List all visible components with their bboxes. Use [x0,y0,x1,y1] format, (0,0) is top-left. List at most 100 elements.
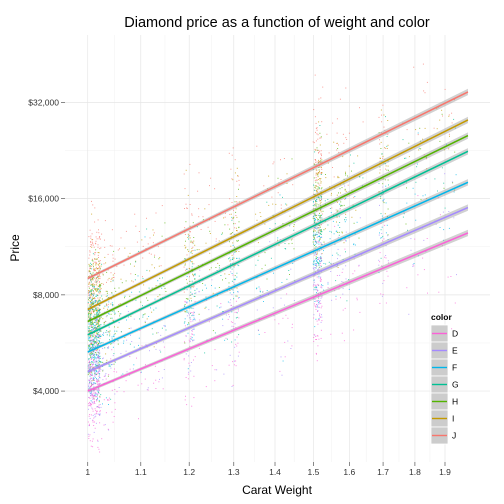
data-point [318,227,320,228]
data-point [94,389,96,391]
data-point [320,157,322,159]
data-point [228,364,230,366]
data-point [348,288,350,290]
data-point [339,274,341,276]
data-point [316,292,317,294]
data-point [229,354,231,356]
data-point [89,393,91,395]
data-point [103,283,104,285]
data-point [192,340,194,342]
data-point [96,307,98,309]
data-point [162,297,163,299]
data-point [214,349,216,351]
data-point [317,290,318,292]
data-point [315,127,317,129]
data-point [341,332,343,334]
data-point [97,309,99,311]
data-point [91,385,93,387]
data-point [313,177,315,179]
data-point [184,300,186,302]
data-point [108,277,110,279]
data-point [316,253,317,255]
data-point [315,179,317,181]
data-point [96,371,98,373]
data-point [278,323,280,325]
data-point [111,277,113,279]
data-point [235,211,237,213]
data-point [153,346,155,348]
data-point [95,350,97,352]
data-point [98,353,100,355]
data-point [107,303,109,305]
data-point [342,259,344,261]
data-point [184,305,186,307]
data-point [439,140,441,142]
data-point [387,235,389,237]
data-point [316,164,318,166]
data-point [354,253,356,255]
data-point [339,208,341,210]
data-point [348,165,350,167]
data-point [317,270,319,272]
data-point [319,203,321,205]
data-point [427,292,428,294]
data-point [313,314,315,316]
data-point [95,364,97,366]
data-point [98,286,100,287]
data-point [93,391,95,393]
data-point [90,352,92,354]
data-point [313,198,315,200]
data-point [228,258,230,260]
fit-line-F [87,134,469,323]
data-point [289,225,291,227]
data-point [453,217,455,219]
data-point [336,210,338,212]
data-point [341,271,343,273]
data-point [426,168,428,170]
data-point [320,297,322,299]
data-point [97,356,99,358]
data-point [313,236,315,238]
data-point [89,386,91,388]
data-point [93,389,95,391]
data-point [316,287,318,289]
data-point [184,325,186,327]
data-point [88,405,90,407]
data-point [91,401,93,403]
data-point [184,234,186,235]
data-point [425,178,427,180]
data-point [94,361,96,363]
data-point [90,331,92,333]
data-point [452,182,454,184]
data-point [88,323,90,325]
data-point [327,224,329,226]
data-point [159,257,161,259]
data-point [89,294,90,296]
data-point [313,109,315,111]
data-point [218,240,220,242]
data-point [406,187,407,189]
data-point [237,175,239,177]
data-point [92,243,94,245]
data-point [155,388,157,389]
data-point [327,162,329,164]
data-point [90,237,92,239]
data-point [114,341,116,342]
data-point [99,289,101,290]
data-point [151,287,153,289]
data-point [91,351,93,353]
data-point [316,199,317,201]
data-point [88,383,90,385]
data-point [190,252,192,254]
data-point [186,302,188,304]
data-point [382,282,384,284]
data-point [98,350,100,352]
data-point [125,280,127,282]
data-point [261,220,263,222]
data-point [98,281,100,283]
data-point [107,375,109,377]
data-point [94,281,96,283]
data-point [189,276,190,278]
data-point [185,269,187,271]
data-point [108,404,109,405]
